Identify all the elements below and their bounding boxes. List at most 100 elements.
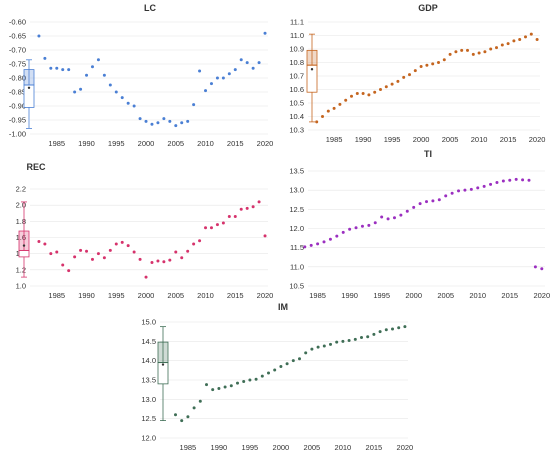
y-tick-label: 10.4 — [289, 112, 304, 121]
x-tick-label: 1985 — [180, 443, 197, 451]
data-point — [132, 250, 136, 254]
chart-panel-gdp: GDP 11.1 11.0 10.9 10.8 10.7 10.6 10.5 10.4 10.3 1… — [289, 3, 545, 144]
data-point — [150, 122, 154, 126]
x-tick-label: 1995 — [108, 291, 125, 300]
data-point — [477, 51, 481, 55]
data-point — [198, 239, 202, 243]
data-point — [405, 209, 409, 213]
x-tick-label: 2005 — [442, 135, 459, 144]
y-tick-label: -1.00 — [9, 130, 26, 139]
y-tick-label: 10.9 — [289, 45, 304, 54]
x-tick-label: 2000 — [273, 443, 290, 451]
data-point — [114, 242, 118, 246]
data-point — [338, 102, 342, 106]
data-point — [96, 252, 100, 256]
data-point — [233, 214, 237, 218]
data-point — [55, 250, 59, 254]
data-point — [174, 124, 178, 128]
y-tick-label: 12.5 — [141, 414, 156, 423]
box-mean — [161, 363, 165, 366]
data-point — [390, 82, 394, 86]
data-point — [367, 223, 371, 227]
y-tick-label: 2.2 — [16, 185, 26, 194]
data-point — [180, 121, 184, 125]
data-point — [540, 267, 544, 271]
data-point — [437, 198, 441, 202]
y-tick-label: -0.90 — [9, 102, 26, 111]
data-point — [378, 330, 382, 334]
x-tick-label: 2015 — [501, 291, 518, 300]
data-point — [408, 73, 411, 77]
y-tick-label: 12.0 — [289, 224, 304, 233]
y-tick-label: 14.5 — [141, 337, 156, 346]
y-tick-label: -0.70 — [9, 46, 26, 55]
data-point — [471, 52, 475, 56]
y-tick-label: 10.5 — [289, 99, 304, 108]
data-point — [521, 178, 525, 182]
data-point — [402, 75, 406, 79]
x-tick-label: 1985 — [309, 291, 326, 300]
chart-title: LC — [144, 3, 156, 13]
x-tick-label: 2015 — [500, 135, 517, 144]
data-point — [227, 214, 231, 218]
data-point — [37, 34, 41, 38]
box-upper — [18, 230, 30, 251]
data-point — [168, 119, 172, 123]
x-tick-label: 2005 — [304, 443, 321, 451]
y-tick-label: 2.0 — [16, 201, 26, 210]
x-tick-label: 1990 — [78, 291, 95, 300]
y-tick-label: 15.0 — [141, 318, 156, 327]
y-tick-label: 13.5 — [289, 167, 304, 176]
data-point — [85, 249, 89, 253]
data-point — [413, 69, 417, 73]
data-point — [483, 50, 487, 54]
chart-panel-im: IM 15.0 14.5 14.0 13.5 13.0 12.5 12.0 1985 1990 19… — [141, 302, 413, 451]
data-point — [454, 50, 458, 54]
chart-panel-rec: REC2.22.01.81.61.41.21.01985199019952000… — [16, 162, 274, 300]
data-point — [108, 83, 112, 87]
data-point — [355, 92, 359, 96]
data-point — [192, 103, 196, 107]
data-point — [419, 65, 423, 69]
data-point — [448, 52, 452, 56]
x-tick-label: 1985 — [326, 135, 343, 144]
data-point — [518, 38, 522, 42]
data-point — [67, 68, 71, 72]
data-point — [442, 58, 446, 62]
y-tick-label: -0.65 — [9, 32, 26, 41]
box-upper — [157, 341, 169, 363]
data-point — [233, 68, 237, 72]
box-plot — [23, 59, 35, 129]
data-point — [162, 260, 166, 264]
chart-panel-lc: LC -0.60 -0.65 -0.70 -0.75 -0.80 -0.85 -0.90 -0.… — [9, 3, 273, 148]
data-point — [211, 388, 215, 392]
y-tick-label: 10.7 — [289, 72, 304, 81]
data-point — [514, 177, 518, 181]
data-point — [391, 327, 394, 331]
data-point — [186, 249, 190, 253]
data-point — [360, 335, 363, 339]
data-point — [469, 187, 473, 191]
data-point — [150, 261, 154, 265]
box-lower — [18, 250, 30, 258]
data-point — [162, 117, 166, 121]
data-point — [144, 119, 148, 123]
y-tick-label: 13.5 — [141, 376, 156, 385]
data-point — [298, 357, 301, 361]
data-point — [328, 237, 332, 241]
data-point — [61, 68, 65, 72]
data-point — [412, 205, 416, 209]
y-tick-label: -0.60 — [9, 18, 26, 27]
data-point — [437, 61, 440, 64]
data-point — [108, 248, 112, 252]
y-tick-label: 11.0 — [290, 31, 304, 40]
data-point — [132, 104, 136, 108]
data-point — [192, 406, 196, 410]
data-point — [326, 109, 330, 113]
data-point — [304, 351, 308, 355]
data-point — [174, 413, 177, 417]
y-tick-label: 13.0 — [289, 186, 304, 195]
y-tick-label: 12.5 — [289, 205, 304, 214]
data-point — [90, 257, 94, 261]
data-point — [79, 87, 83, 91]
